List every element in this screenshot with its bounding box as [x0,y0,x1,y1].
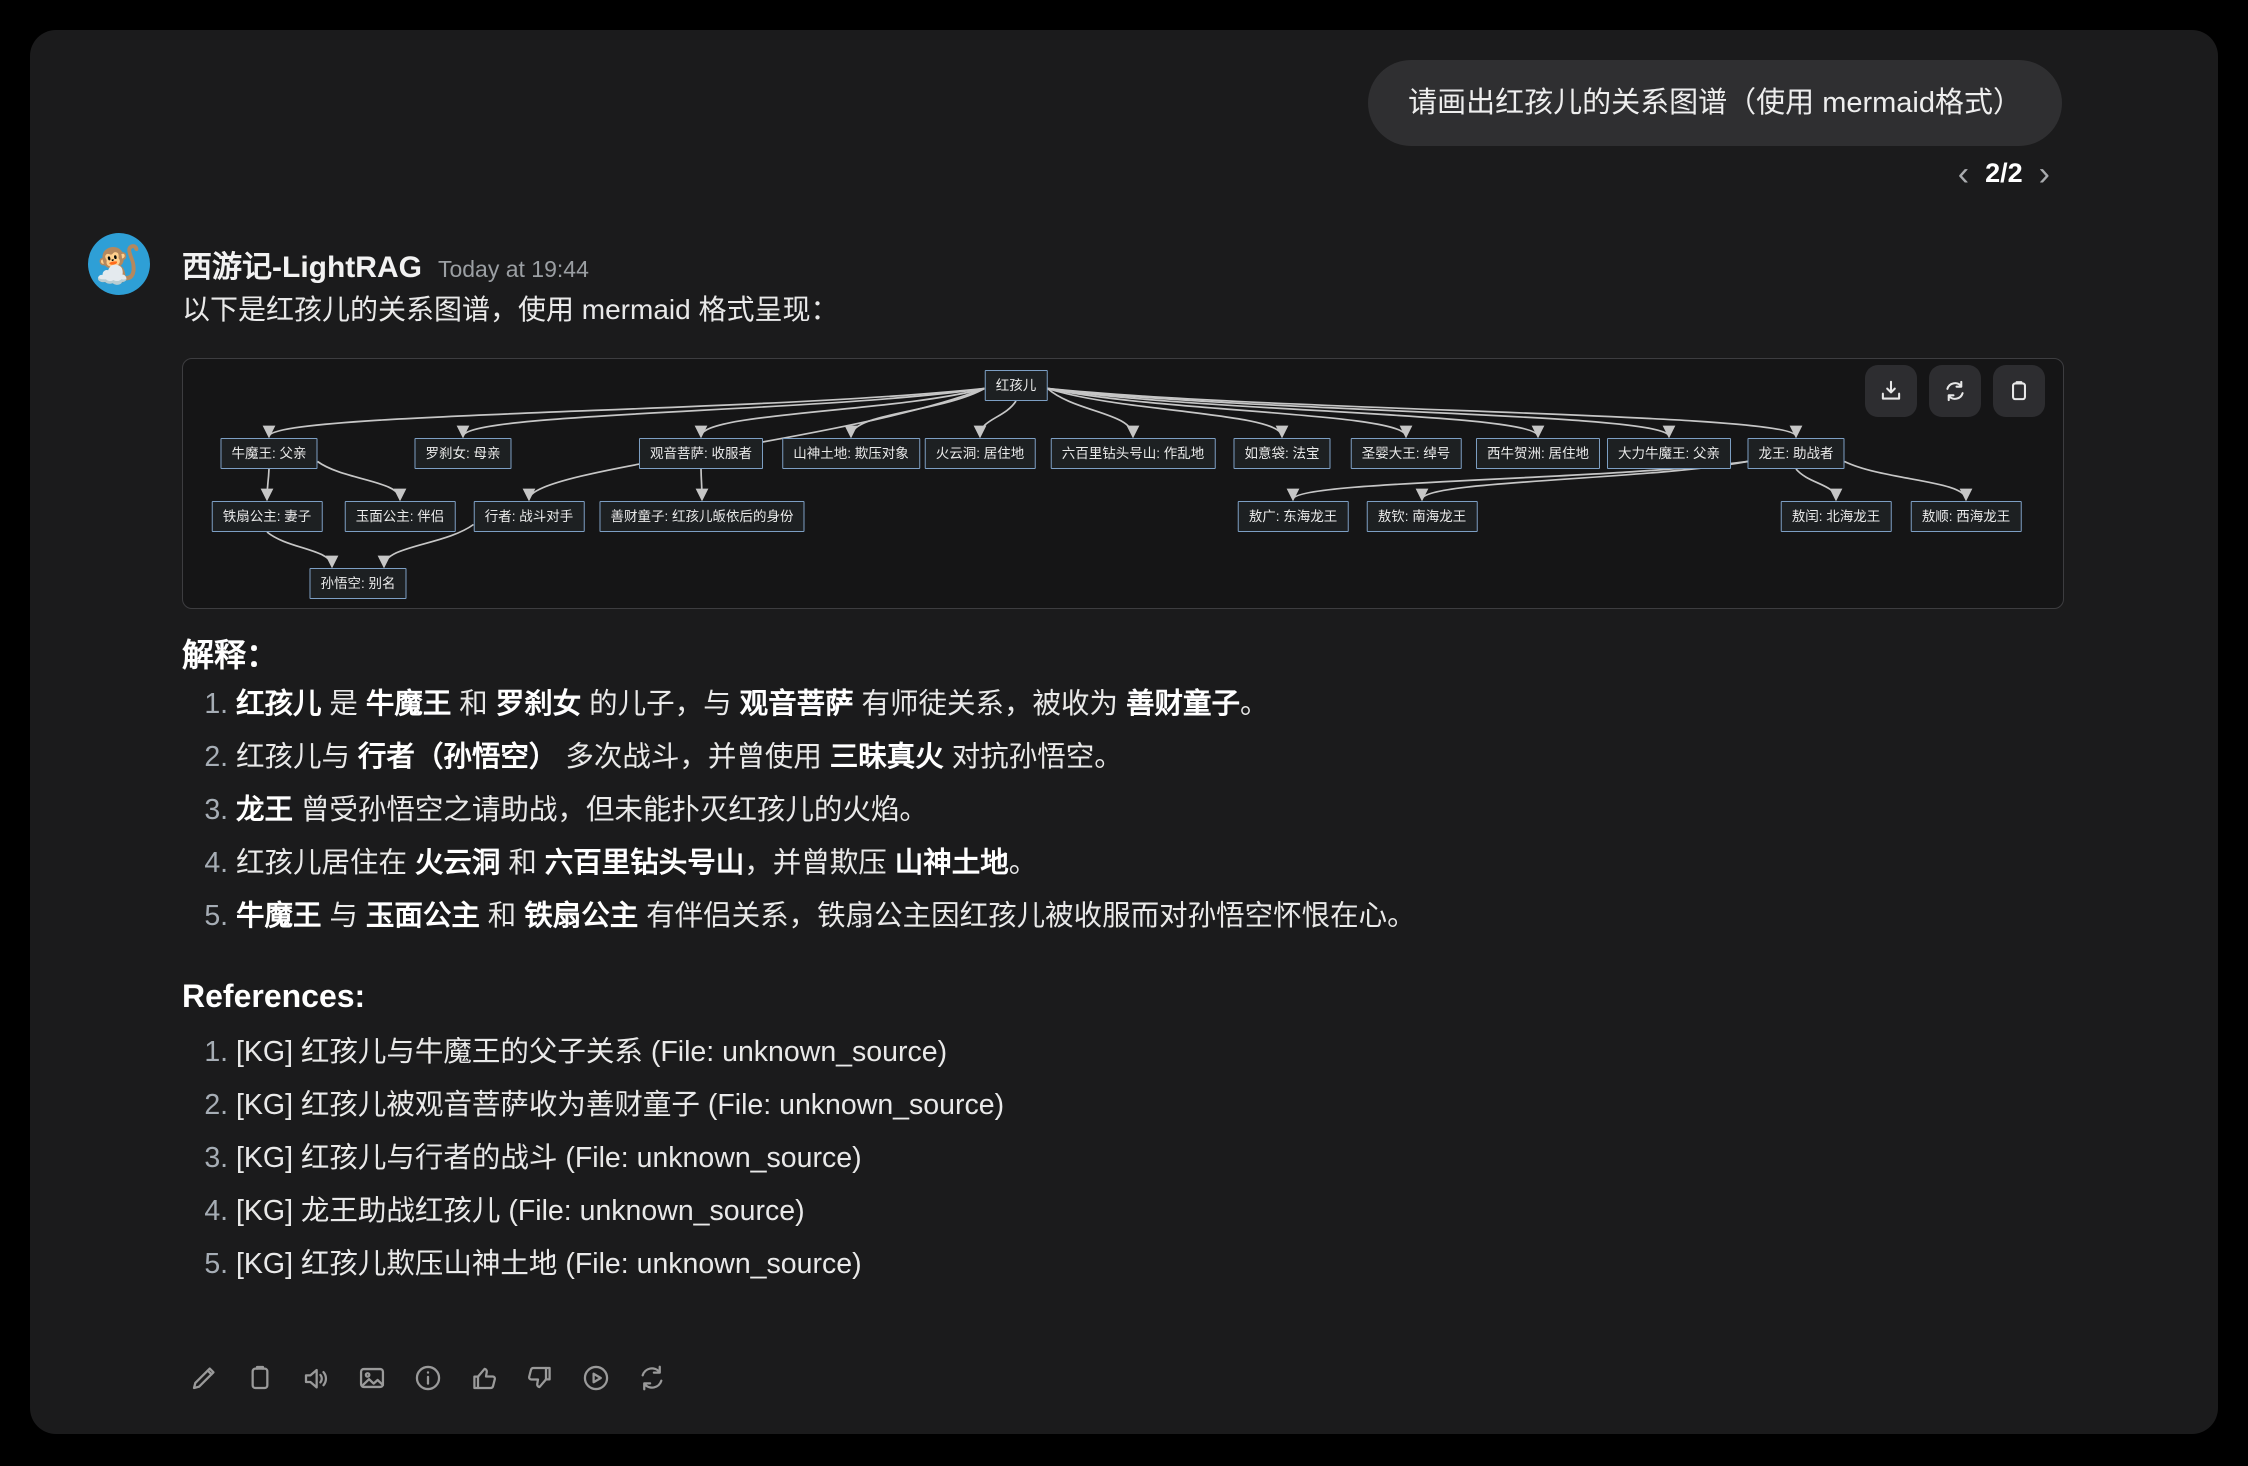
graph-edge [1844,460,1973,502]
references-list: [KG] 红孩儿与牛魔王的父子关系 (File: unknown_source)… [188,1034,1936,1299]
play-circle-icon[interactable] [580,1362,612,1394]
explanation-item: 红孩儿与 行者（孙悟空） 多次战斗，并曾使用 三昧真火 对抗孙悟空。 [236,739,1936,775]
graph-edge [1795,468,1843,502]
graph-node: 观音菩萨: 收服者 [638,438,764,469]
graph-edge [377,523,475,569]
explanation-item: 红孩儿居住在 火云洞 和 六百里钻头号山，并曾欺压 山神土地。 [236,845,1936,881]
graph-node: 行者: 战斗对手 [473,501,585,532]
graph-node: 圣婴大王: 绰号 [1350,438,1462,469]
chevron-right-icon[interactable]: › [2038,154,2050,193]
clipboard-button[interactable] [1993,365,2045,417]
edit-icon[interactable] [188,1362,220,1394]
graph-edge [695,468,709,502]
graph-node: 敖广: 东海龙王 [1237,501,1349,532]
graph-edge [456,387,985,439]
copy-icon[interactable] [244,1362,276,1394]
explanation-heading: 解释： [182,637,279,673]
pagination-counter: 2/2 [1985,158,2023,188]
reference-item: [KG] 龙王助战红孩儿 (File: unknown_source) [236,1193,1936,1229]
graph-node: 善财童子: 红孩儿皈依后的身份 [599,501,805,532]
graph-node: 罗刹女: 母亲 [414,438,512,469]
graph-node: 玉面公主: 伴侣 [344,501,456,532]
graph-edge [262,387,985,439]
graph-node: 大力牛魔王: 父亲 [1606,438,1732,469]
message-toolbar [188,1362,668,1394]
graph-node: 孙悟空: 别名 [309,568,407,599]
assistant-intro-text: 以下是红孩儿的关系图谱，使用 mermaid 格式呈现： [182,294,839,325]
graph-edge [694,387,985,439]
monkey-icon: 🐒 [96,243,142,284]
image-icon[interactable] [356,1362,388,1394]
graph-edge [1047,387,1676,439]
reference-item: [KG] 红孩儿与行者的战斗 (File: unknown_source) [236,1140,1936,1176]
graph-edge [1046,387,1140,439]
graph-node: 如意袋: 法宝 [1233,438,1331,469]
explanation-item: 龙王 曾受孙悟空之请助战，但未能扑灭红孩儿的火焰。 [236,792,1936,828]
graph-node: 山神土地: 欺压对象 [782,438,920,469]
user-message-bubble: 请画出红孩儿的关系图谱（使用 mermaid格式） [1368,60,2062,146]
mermaid-diagram-panel: 红孩儿牛魔王: 父亲 罗刹女: 母亲 观音菩萨: 收服者 山神土地: 欺压对象 火云洞:… [182,358,2064,609]
regenerate-icon[interactable] [636,1362,668,1394]
references-heading: References: [182,978,366,1014]
graph-edge [266,531,339,569]
sync-icon [1946,380,1964,402]
graph-node: 敖顺: 西海龙王 [1910,501,2022,532]
thumbs-up-icon[interactable] [468,1362,500,1394]
explanation-item: 牛魔王 与 玉面公主 和 铁扇公主 有伴侣关系，铁扇公主因红孩儿被收服而对孙悟空… [236,898,1936,934]
graph-edge [1047,387,1803,439]
message-pagination: ‹ 2/2 › [1956,154,2052,193]
graph-edge [1047,387,1413,439]
reference-item: [KG] 红孩儿欺压山神土地 (File: unknown_source) [236,1246,1936,1282]
avatar[interactable]: 🐒 ☁️ [88,233,150,295]
graph-edge [1047,387,1545,439]
download-icon [1881,380,1901,400]
explanation-list: 红孩儿 是 牛魔王 和 罗刹女 的儿子，与 观音菩萨 有师徒关系，被收为 善财童… [188,686,1936,951]
download-button[interactable] [1865,365,1917,417]
assistant-name[interactable]: 西游记-LightRAG [182,251,422,284]
message-header: 西游记-LightRAG Today at 19:44 [182,242,589,286]
graph-edge [1047,387,1289,439]
graph-node: 敖钦: 南海龙王 [1366,501,1478,532]
sync-button[interactable] [1929,365,1981,417]
explanation-item: 红孩儿 是 牛魔王 和 罗刹女 的儿子，与 观音菩萨 有师徒关系，被收为 善财童… [236,686,1936,722]
graph-node: 牛魔王: 父亲 [220,438,318,469]
graph-node: 六百里钻头号山: 作乱地 [1050,438,1216,469]
graph-node: 火云洞: 居住地 [924,438,1036,469]
graph-node: 西牛贺洲: 居住地 [1475,438,1601,469]
graph-node: 敖闰: 北海龙王 [1780,501,1892,532]
cloud-icon: ☁️ [96,260,129,290]
graph-node: 龙王: 助战者 [1747,438,1845,469]
message-timestamp: Today at 19:44 [437,256,589,282]
graph-edge [844,387,985,439]
thumbs-down-icon[interactable] [524,1362,556,1394]
clipboard-icon [2012,381,2026,401]
info-icon[interactable] [412,1362,444,1394]
graph-edge [317,460,407,502]
graph-node: 铁扇公主: 妻子 [211,501,323,532]
reference-item: [KG] 红孩儿与牛魔王的父子关系 (File: unknown_source) [236,1034,1936,1070]
graph-edge [973,400,1017,439]
chevron-left-icon[interactable]: ‹ [1957,154,1970,193]
reference-item: [KG] 红孩儿被观音菩萨收为善财童子 (File: unknown_sourc… [236,1087,1936,1123]
graph-edges [260,387,1973,569]
chat-panel: 请画出红孩儿的关系图谱（使用 mermaid格式） ‹ 2/2 › 🐒 ☁️ 西游… [30,30,2218,1434]
graph-node: 红孩儿 [984,370,1048,401]
graph-edge [260,468,274,502]
diagram-actions [1865,365,2045,417]
speaker-icon[interactable] [300,1362,332,1394]
